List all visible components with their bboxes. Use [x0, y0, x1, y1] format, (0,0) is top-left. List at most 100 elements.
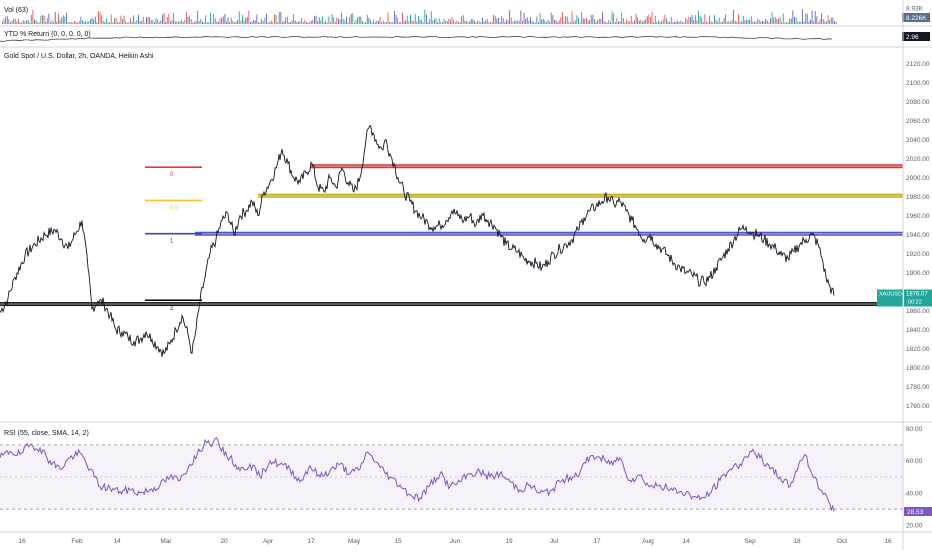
volume-bar — [174, 21, 176, 24]
volume-bar — [630, 15, 632, 24]
volume-bar — [162, 14, 163, 24]
volume-bar — [749, 19, 751, 24]
volume-bar — [379, 16, 381, 24]
volume-bar — [634, 20, 635, 24]
rsi-line — [0, 437, 835, 512]
volume-bar — [451, 17, 453, 24]
volume-bar — [386, 22, 387, 24]
volume-bar — [670, 16, 672, 24]
volume-bar — [640, 19, 642, 24]
volume-bar — [566, 16, 568, 24]
level-line-3[interactable] — [0, 302, 903, 307]
volume-bar — [728, 21, 730, 24]
volume-bar — [365, 22, 367, 24]
time-tick-3: Mar — [160, 538, 172, 545]
volume-bar — [362, 20, 363, 24]
volume-bar — [3, 19, 5, 24]
volume-bar — [766, 20, 768, 24]
volume-bar — [589, 19, 591, 24]
volume-bar — [264, 17, 266, 24]
volume-bar — [570, 22, 571, 24]
level-line-1[interactable] — [258, 193, 903, 198]
volume-bar — [168, 14, 170, 24]
volume-bar — [54, 11, 56, 24]
volume-bar — [331, 13, 333, 24]
volume-bar — [472, 19, 474, 24]
volume-bar — [438, 18, 440, 24]
volume-bar — [542, 18, 544, 24]
price-title: Gold Spot / U.S. Dollar, 2h, OANDA, Heik… — [4, 53, 154, 60]
volume-bar — [42, 14, 43, 24]
volume-bar — [282, 21, 283, 24]
volume-bar — [510, 17, 512, 24]
volume-bar — [726, 21, 728, 24]
volume-bar — [547, 19, 549, 24]
volume-bar — [120, 15, 122, 24]
volume-bar — [533, 21, 535, 24]
volume-bar — [274, 14, 275, 24]
volume-bar — [478, 21, 480, 24]
volume-bar — [333, 17, 335, 24]
volume-bar — [832, 17, 834, 24]
volume-bar — [51, 20, 53, 24]
volume-bar — [690, 17, 691, 24]
volume-bar — [549, 21, 551, 24]
volume-bar — [214, 18, 216, 24]
volume-bar — [422, 22, 424, 24]
volume-bar — [195, 20, 197, 24]
time-axis-ticks[interactable]: 16 Feb 14 Mar 20 Apr 17 May 15 Jun 19 Jul 17 Aug 14 Sep… — [18, 538, 892, 545]
volume-bar — [246, 16, 248, 24]
volume-bar — [648, 14, 650, 24]
volume-bar — [538, 22, 539, 24]
volume-bar — [238, 11, 240, 24]
volume-bar — [803, 21, 805, 24]
volume-bar — [234, 22, 235, 24]
volume-bar — [421, 19, 423, 24]
volume-bar — [667, 21, 669, 24]
volume-bar — [411, 20, 413, 24]
volume-bar — [616, 18, 618, 24]
volume-bar — [194, 21, 195, 24]
volume-bar — [811, 10, 813, 24]
volume-bar — [320, 20, 322, 24]
volume-bar — [235, 22, 237, 24]
last-price-symbol: XAUUSD — [879, 291, 902, 297]
volume-bar — [819, 19, 821, 24]
volume-bar — [706, 21, 707, 24]
volume-bar — [58, 13, 59, 24]
volume-bar — [106, 18, 107, 24]
volume-bar — [166, 17, 168, 24]
volume-bar — [795, 17, 797, 24]
volume-bar — [430, 11, 432, 24]
volume-bar — [509, 10, 511, 24]
last-price-countdown: 00:22 — [908, 299, 922, 305]
volume-bar — [230, 17, 232, 24]
volume-bar — [789, 18, 791, 24]
volume-bar — [187, 17, 189, 24]
volume-bar — [752, 21, 754, 24]
volume-bar — [786, 22, 787, 24]
volume-bar — [8, 19, 10, 24]
volume-bar — [259, 22, 261, 24]
volume-bar — [413, 21, 415, 24]
volume-bar — [834, 21, 835, 24]
volume-bar — [125, 21, 127, 24]
volume-bar — [307, 22, 309, 24]
volume-bar — [243, 20, 245, 24]
volume-bar — [21, 22, 23, 24]
volume-bar — [816, 16, 818, 24]
volume-bar — [554, 20, 555, 24]
volume-bar — [778, 18, 779, 24]
price-tick-11: 1900.00 — [906, 270, 930, 277]
volume-bar — [112, 22, 114, 24]
fib-label-0: 0 — [170, 172, 174, 178]
volume-bar — [666, 18, 667, 24]
level-line-0[interactable] — [310, 164, 903, 169]
price-tick-4: 2040.00 — [906, 137, 930, 144]
volume-bar — [741, 21, 743, 24]
level-line-2[interactable] — [195, 231, 903, 236]
volume-bar — [278, 11, 280, 24]
volume-bar — [405, 20, 407, 24]
volume-bar — [499, 22, 501, 24]
volume-bar — [710, 21, 712, 24]
